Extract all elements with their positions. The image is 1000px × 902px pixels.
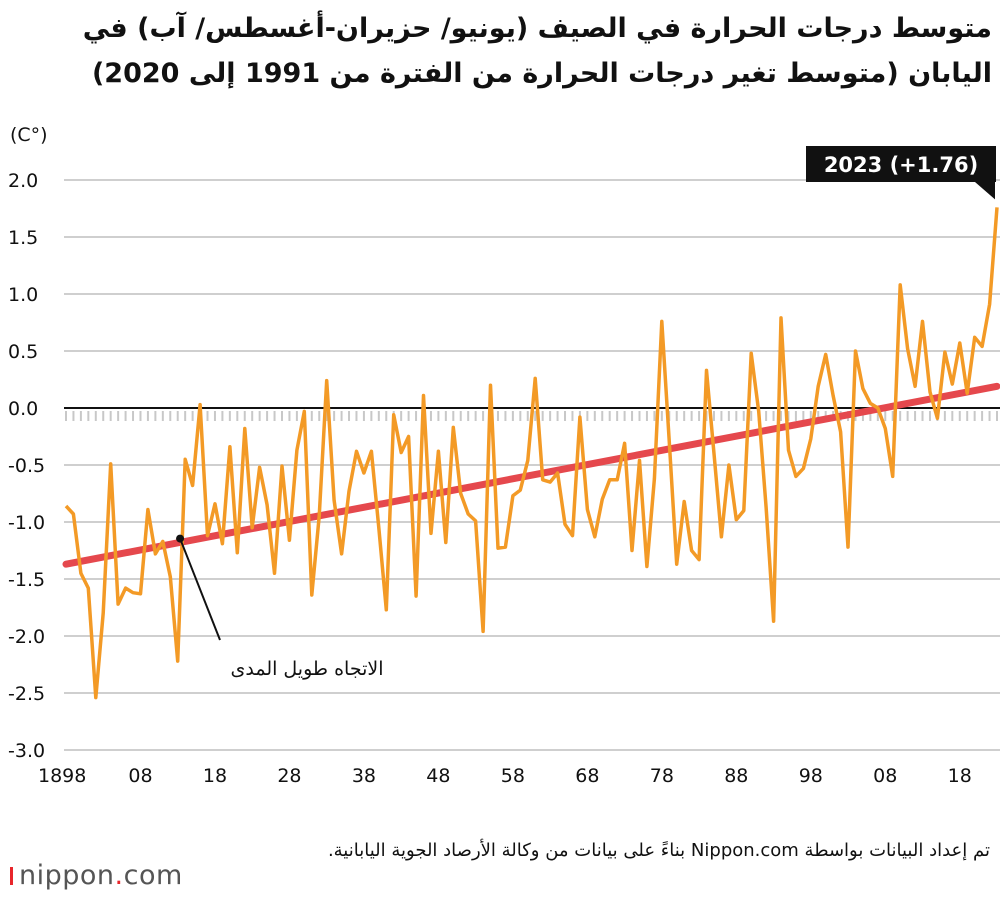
x-tick-label: 98 — [799, 765, 823, 787]
y-tick-label: -1.5 — [8, 569, 45, 591]
y-tick-label: -2.5 — [8, 683, 45, 705]
chart-title-line1: متوسط درجات الحرارة في الصيف (يونيو/ حزي… — [82, 13, 992, 44]
x-tick-label: 08 — [873, 765, 897, 787]
x-tick-label: 48 — [426, 765, 450, 787]
x-tick-label: 58 — [501, 765, 525, 787]
x-tick-label: 88 — [724, 765, 748, 787]
y-tick-label: -0.5 — [8, 455, 45, 477]
x-tick-label: 18 — [203, 765, 227, 787]
trend-label: الاتجاه طويل المدى — [230, 658, 383, 680]
y-tick-label: 2.0 — [8, 170, 38, 192]
x-tick-label: 38 — [352, 765, 376, 787]
y-tick-labels: 2.0 1.5 1.0 0.5 0.0 -0.5 -1.0 -1.5 -2.0 -2.5 -3.0 — [8, 170, 45, 762]
nippon-logo[interactable]: nippon.com — [10, 860, 183, 891]
x-tick-label: 28 — [277, 765, 301, 787]
y-axis-unit: (C°) — [10, 124, 48, 146]
zero-line — [64, 407, 1000, 421]
x-tick-label: 08 — [128, 765, 152, 787]
y-tick-label: 0.5 — [8, 341, 38, 363]
y-tick-label: 1.0 — [8, 284, 38, 306]
trend-leader-line — [179, 538, 221, 641]
logo-mark — [10, 867, 13, 885]
x-tick-labels: 1898 08 18 28 38 48 58 68 78 88 98 08 18 — [38, 765, 972, 787]
y-tick-label: 0.0 — [8, 398, 38, 420]
callout-box — [806, 146, 996, 182]
y-tick-label: -2.0 — [8, 626, 45, 648]
anomaly-line — [64, 207, 999, 700]
y-tick-label: -1.0 — [8, 512, 45, 534]
series-lines — [62, 207, 1000, 700]
callout-pointer — [975, 182, 995, 200]
annotations: 2023 (+1.76) الاتجاه طويل المدى — [176, 146, 996, 680]
y-tick-label: -3.0 — [8, 740, 45, 762]
chart-title-line2: اليابان (متوسط تغير درجات الحرارة من الف… — [91, 58, 992, 89]
x-tick-label: 18 — [948, 765, 972, 787]
y-tick-label: 1.5 — [8, 227, 38, 249]
x-tick-label: 78 — [650, 765, 674, 787]
callout-2023-label: 2023 (+1.76) — [824, 153, 978, 177]
x-tick-label: 68 — [575, 765, 599, 787]
chart-title: متوسط درجات الحرارة في الصيف (يونيو/ حزي… — [2, 6, 992, 96]
x-tick-label: 1898 — [38, 765, 86, 787]
source-note: تم إعداد البيانات بواسطة Nippon.com بناء… — [327, 840, 990, 861]
